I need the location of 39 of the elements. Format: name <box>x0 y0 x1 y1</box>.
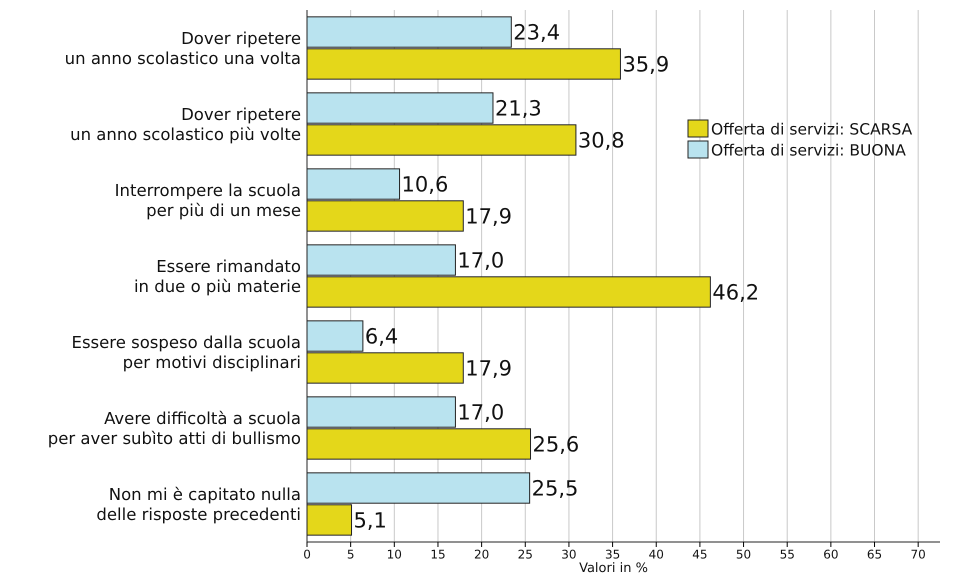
data-label: 25,6 <box>532 432 580 457</box>
data-label: 23,4 <box>513 20 560 45</box>
x-tick-label: 25 <box>518 548 533 562</box>
data-label: 17,0 <box>457 400 504 425</box>
data-label: 35,9 <box>622 52 670 77</box>
x-axis-title: Valori in % <box>579 561 648 576</box>
y-tick-label: Interrompere la scuola per più di un mese <box>114 180 301 220</box>
x-tick-label: 45 <box>692 548 708 562</box>
data-label: 25,5 <box>532 476 578 501</box>
x-tick-label: 70 <box>910 548 926 562</box>
x-tick-label: 10 <box>386 548 402 562</box>
y-tick-label: Avere difficoltà a scuola per aver subìto atti di bullismo <box>48 408 301 448</box>
legend-label: Offerta di servizi: BUONA <box>711 141 906 160</box>
legend-label: Offerta di servizi: SCARSA <box>711 120 913 138</box>
data-label: 6,4 <box>364 324 398 349</box>
y-tick-label: Essere rimandato in due o più materie <box>134 256 301 296</box>
x-tick-label: 5 <box>346 548 354 562</box>
data-label: 17,9 <box>465 356 512 381</box>
x-tick-label: 35 <box>604 548 620 562</box>
x-tick-label: 65 <box>866 548 882 562</box>
data-label: 46,2 <box>712 280 760 305</box>
x-tick-label: 55 <box>780 548 795 562</box>
data-label: 30,8 <box>578 128 625 153</box>
data-label: 5,1 <box>354 508 387 533</box>
x-tick-label: 40 <box>648 548 664 562</box>
y-tick-label: Dover ripetere un anno scolastico più volte <box>70 104 301 144</box>
x-tick-label: 20 <box>474 548 490 562</box>
y-tick-label: Non mi è capitato nulla delle risposte precedenti <box>96 484 301 524</box>
y-tick-label: Essere sospeso dalla scuola per motivi disciplinari <box>72 332 301 372</box>
x-tick-label: 15 <box>430 548 446 562</box>
data-label: 21,3 <box>494 96 542 121</box>
data-label: 17,0 <box>457 248 504 273</box>
x-tick-label: 0 <box>303 548 311 562</box>
data-label: 17,9 <box>465 204 512 229</box>
y-tick-label: Dover ripetere un anno scolastico una volta <box>64 28 301 68</box>
x-tick-label: 30 <box>561 548 577 562</box>
x-tick-label: 60 <box>823 548 839 562</box>
data-label: 10,6 <box>402 172 448 197</box>
x-tick-label: 50 <box>736 548 752 562</box>
